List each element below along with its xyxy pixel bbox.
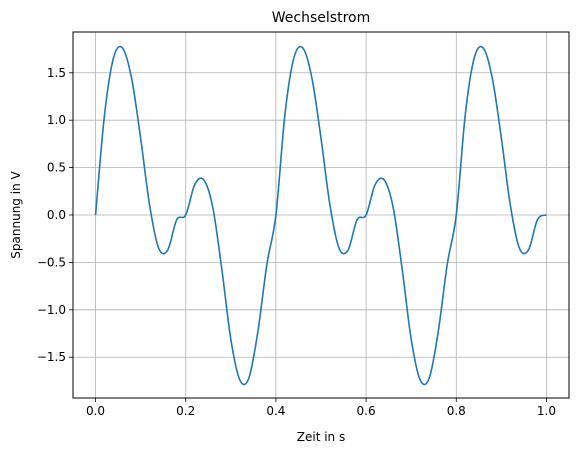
- x-tick-label: 0.0: [86, 404, 105, 418]
- y-tick-label: 0.5: [47, 161, 66, 175]
- y-tick-label: −0.5: [37, 255, 66, 269]
- x-axis-label: Zeit in s: [297, 430, 345, 444]
- y-tick-label: −1.5: [37, 350, 66, 364]
- x-tick-label: 0.8: [447, 404, 466, 418]
- chart-title: Wechselstrom: [272, 10, 370, 26]
- y-tick-label: 0.0: [47, 208, 66, 222]
- series-line: [94, 45, 547, 386]
- y-tick-label: 1.5: [47, 66, 66, 80]
- y-axis-label: Spannung in V: [9, 171, 23, 259]
- y-axis: −1.5 −1.0 −0.5 0.0 0.5 1.0 1.5: [37, 66, 73, 364]
- x-axis: 0.0 0.2 0.4 0.6 0.8 1.0: [86, 398, 556, 418]
- series-layer: [94, 45, 547, 386]
- x-tick-label: 0.6: [357, 404, 376, 418]
- x-tick-label: 0.4: [266, 404, 285, 418]
- y-tick-label: −1.0: [37, 303, 66, 317]
- y-tick-label: 1.0: [47, 113, 66, 127]
- x-tick-label: 1.0: [537, 404, 556, 418]
- x-tick-label: 0.2: [176, 404, 195, 418]
